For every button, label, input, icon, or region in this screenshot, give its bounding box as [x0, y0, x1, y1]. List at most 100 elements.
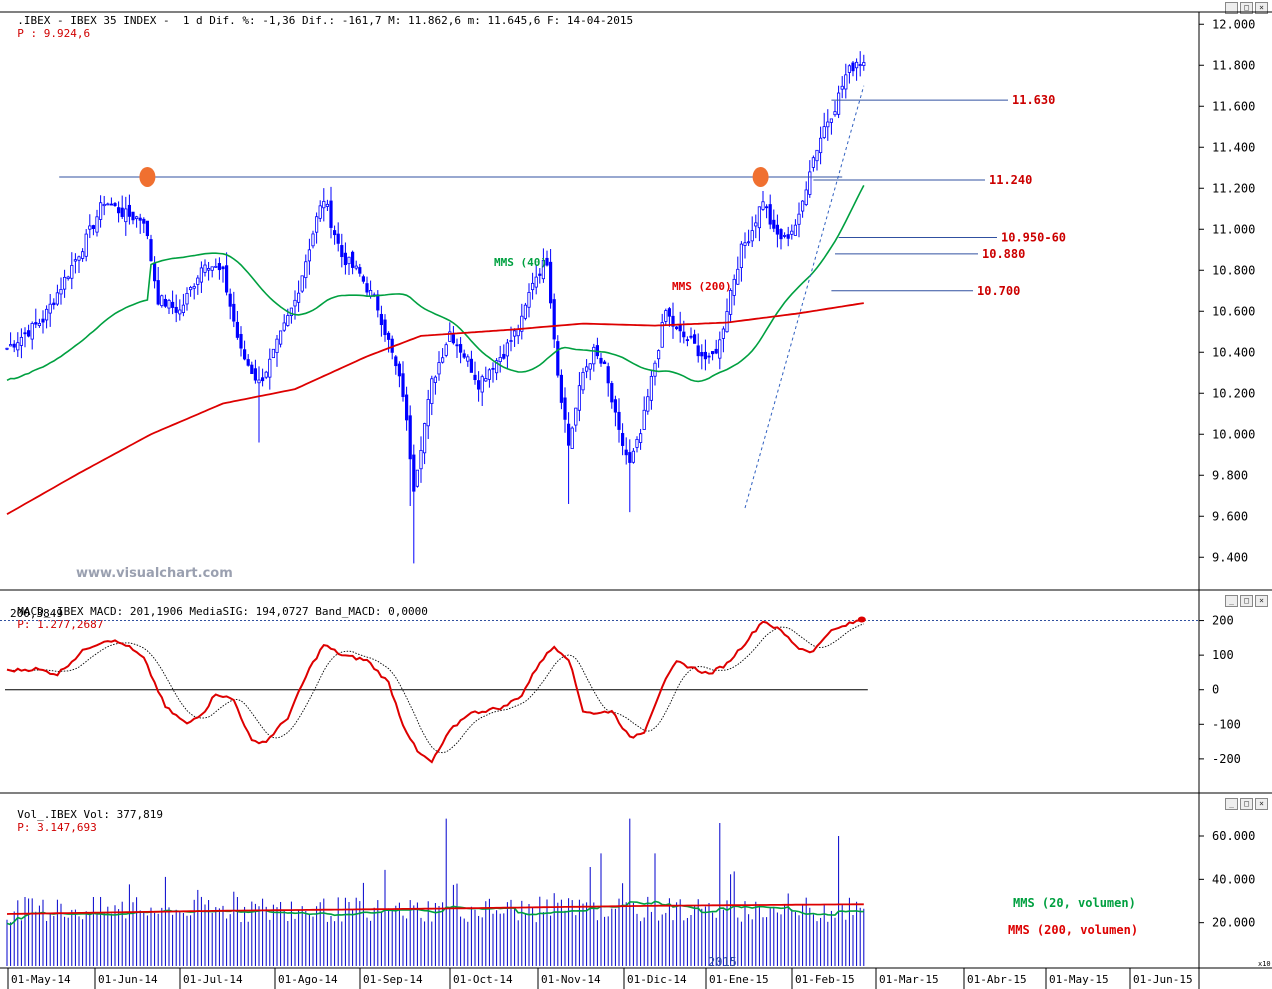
candle-body — [70, 265, 74, 279]
price-info-text: .IBEX - IBEX 35 INDEX - 1 d Dif. %: -1,3… — [17, 14, 634, 27]
vol-mms20-label: MMS (20, volumen) — [1013, 896, 1136, 910]
mms40-line — [6, 185, 865, 383]
candle-body — [368, 290, 373, 297]
candle — [88, 214, 92, 239]
candle-body — [145, 220, 149, 237]
candle — [635, 436, 639, 453]
candle-body — [775, 224, 780, 235]
candle-body — [437, 362, 441, 375]
candle — [847, 64, 852, 84]
candle — [124, 196, 128, 236]
candle-body — [538, 273, 542, 276]
resistance-touch-marker — [752, 166, 769, 187]
candle-body — [476, 380, 481, 390]
candle-body — [430, 378, 434, 404]
candle-body — [304, 261, 308, 279]
candle — [801, 200, 805, 218]
candle — [646, 388, 650, 415]
candle-body — [361, 276, 366, 282]
candle — [257, 366, 261, 443]
candle-body — [858, 64, 862, 66]
candle — [631, 448, 636, 464]
candle — [221, 265, 225, 283]
candle — [401, 361, 405, 402]
candle — [772, 209, 776, 233]
maximize-icon[interactable]: □ — [1240, 595, 1253, 607]
candle-body — [203, 264, 207, 273]
candle — [739, 241, 744, 282]
candle-body — [444, 344, 448, 356]
candle-body — [765, 206, 769, 209]
candle — [379, 305, 384, 337]
candle-body — [419, 449, 423, 470]
x-tick-label: 01-Sep-14 — [363, 973, 423, 986]
close-icon[interactable]: × — [1255, 595, 1268, 607]
candle — [707, 352, 711, 364]
candle — [732, 274, 736, 306]
candle — [437, 351, 441, 381]
candle — [592, 343, 596, 372]
level-label: 10.700 — [977, 284, 1020, 298]
volume-tick-label: 20.000 — [1212, 916, 1255, 930]
candle-body — [235, 321, 239, 338]
candle — [149, 234, 153, 262]
candle — [520, 303, 524, 340]
candle — [203, 259, 207, 277]
macd-tick-label: -200 — [1212, 752, 1241, 766]
candle — [412, 444, 416, 564]
x-tick-label: 01-Feb-15 — [795, 973, 855, 986]
candle-body — [599, 357, 603, 364]
close-icon[interactable]: × — [1255, 798, 1268, 810]
candle — [671, 302, 675, 339]
macd-level-label: 200,3849 — [10, 607, 63, 620]
candle-body — [52, 302, 56, 306]
candle-body — [498, 356, 502, 363]
candle — [779, 228, 783, 250]
candle — [271, 348, 276, 359]
candle-body — [628, 452, 632, 463]
maximize-icon[interactable]: □ — [1240, 798, 1253, 810]
candle — [793, 219, 798, 236]
candle — [224, 252, 229, 296]
minimize-icon[interactable]: _ — [1225, 798, 1238, 810]
x-tick-label: 01-May-14 — [11, 973, 71, 986]
candle-body — [271, 348, 276, 359]
minimize-icon[interactable]: _ — [1225, 595, 1238, 607]
candle-body — [34, 322, 38, 325]
candle-body — [84, 233, 88, 257]
price-tick-label: 12.000 — [1212, 17, 1255, 31]
candle-body — [675, 326, 679, 330]
candle-body — [757, 206, 762, 229]
minimize-icon[interactable]: _ — [1225, 2, 1238, 14]
maximize-icon[interactable]: □ — [1240, 2, 1253, 14]
candle-body — [739, 243, 744, 268]
candle-body — [696, 345, 700, 357]
candle — [235, 310, 239, 340]
macd-panel-buttons: _ □ × — [1225, 595, 1268, 607]
macd-signal-line — [6, 623, 864, 754]
close-icon[interactable]: × — [1255, 2, 1268, 14]
candle — [70, 252, 74, 290]
candle — [862, 54, 866, 71]
volume-panel: MMS (20, volumen) MMS (200, volumen) — [6, 818, 1138, 966]
candle — [156, 266, 160, 306]
candle — [458, 337, 463, 364]
candle-body — [624, 449, 628, 456]
candle — [206, 261, 211, 281]
candle-body — [473, 374, 477, 381]
frame — [0, 11, 1272, 989]
candle-body — [91, 225, 95, 229]
candle — [358, 263, 362, 277]
candle — [725, 298, 729, 333]
candle-body — [260, 377, 265, 382]
candle — [628, 439, 632, 513]
candle-body — [851, 62, 855, 72]
price-tick-label: 11.400 — [1212, 140, 1255, 154]
candle-body — [736, 268, 740, 285]
candle-body — [286, 315, 290, 326]
candle-body — [458, 344, 463, 353]
mms200-line — [6, 302, 864, 515]
candle — [484, 366, 488, 382]
candle — [77, 255, 81, 273]
candle-body — [214, 265, 218, 268]
